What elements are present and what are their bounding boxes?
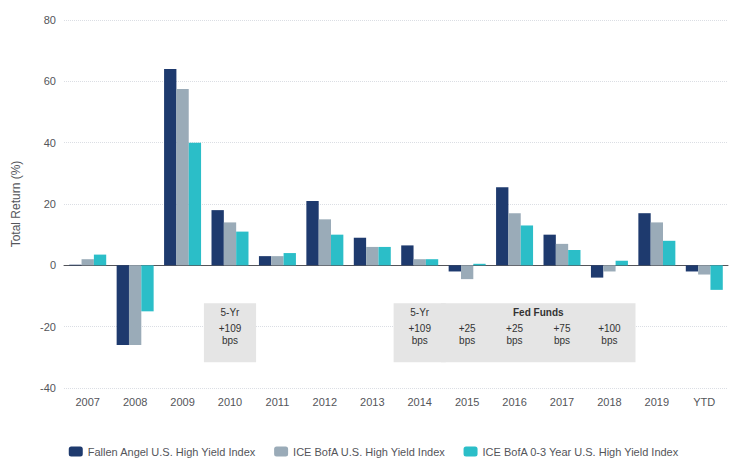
svg-text:2019: 2019 [645,396,669,408]
svg-text:+25: +25 [506,323,523,334]
svg-text:2007: 2007 [75,396,99,408]
svg-text:2014: 2014 [407,396,431,408]
svg-text:bps: bps [412,335,428,346]
svg-text:80: 80 [44,14,56,26]
svg-text:2009: 2009 [170,396,194,408]
svg-text:bps: bps [554,335,570,346]
svg-text:+75: +75 [554,323,571,334]
svg-text:2017: 2017 [550,396,574,408]
svg-text:5-Yr: 5-Yr [410,307,430,318]
svg-text:2010: 2010 [218,396,242,408]
svg-text:ICE BofA 0-3 Year U.S. High Yi: ICE BofA 0-3 Year U.S. High Yield Index [483,446,679,458]
svg-text:bps: bps [507,335,523,346]
svg-text:2012: 2012 [313,396,337,408]
svg-text:-40: -40 [40,382,56,394]
svg-text:2015: 2015 [455,396,479,408]
svg-text:-20: -20 [40,321,56,333]
svg-text:20: 20 [44,198,56,210]
svg-text:5-Yr: 5-Yr [221,307,241,318]
svg-text:+100: +100 [598,323,621,334]
svg-text:YTD: YTD [693,396,715,408]
svg-text:2018: 2018 [597,396,621,408]
svg-text:2013: 2013 [360,396,384,408]
svg-text:bps: bps [459,335,475,346]
svg-text:ICE BofA U.S. High Yield Index: ICE BofA U.S. High Yield Index [293,446,445,458]
svg-text:+25: +25 [459,323,476,334]
svg-text:40: 40 [44,137,56,149]
svg-text:+109: +109 [219,323,242,334]
svg-text:+109: +109 [408,323,431,334]
svg-text:Fallen Angel U.S. High Yield I: Fallen Angel U.S. High Yield Index [88,446,256,458]
svg-text:bps: bps [222,335,238,346]
svg-text:2008: 2008 [123,396,147,408]
svg-text:Total Return (%): Total Return (%) [9,161,23,248]
svg-text:bps: bps [601,335,617,346]
svg-text:60: 60 [44,75,56,87]
svg-text:2016: 2016 [502,396,526,408]
svg-text:0: 0 [50,259,56,271]
svg-text:Fed Funds: Fed Funds [513,307,564,318]
svg-text:2011: 2011 [266,396,290,408]
